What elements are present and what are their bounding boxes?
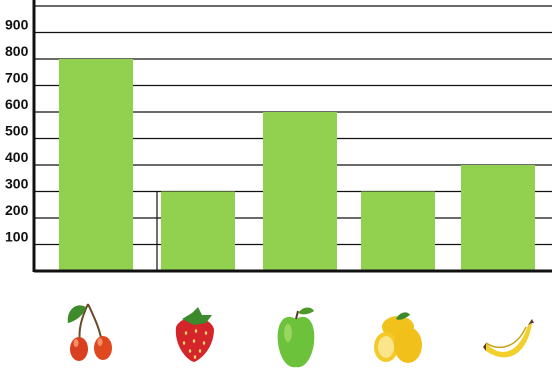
y-tick-label-200: 200 xyxy=(5,202,29,218)
apple-icon xyxy=(277,307,315,368)
y-tick-label-900: 900 xyxy=(5,17,29,33)
y-tick-label-500: 500 xyxy=(5,123,29,139)
bar-strawberry xyxy=(161,191,235,271)
y-tick-labels: 100 200 300 400 500 600 700 800 900 xyxy=(5,17,29,245)
bar-lemons xyxy=(361,191,435,271)
cherries-icon xyxy=(67,303,112,361)
y-tick-label-700: 700 xyxy=(5,70,29,86)
bar-cherries xyxy=(59,59,133,271)
banana-icon xyxy=(483,319,534,358)
bar-banana xyxy=(461,165,535,271)
y-tick-label-600: 600 xyxy=(5,96,29,112)
category-icons xyxy=(67,303,534,368)
axes xyxy=(32,0,552,273)
bars xyxy=(59,59,535,271)
y-tick-label-800: 800 xyxy=(5,43,29,59)
y-tick-label-400: 400 xyxy=(5,149,29,165)
y-tick-label-300: 300 xyxy=(5,176,29,192)
lemons-icon xyxy=(374,312,422,363)
bar-apple xyxy=(263,112,337,271)
strawberry-icon xyxy=(175,307,214,362)
y-tick-label-100: 100 xyxy=(5,229,29,245)
